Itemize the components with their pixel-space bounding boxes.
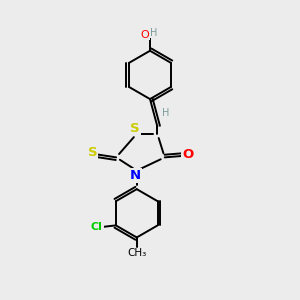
Text: H: H	[162, 108, 169, 118]
Text: S: S	[88, 146, 98, 159]
Text: H: H	[150, 28, 158, 38]
Text: N: N	[130, 169, 141, 182]
Text: O: O	[182, 148, 194, 161]
Text: S: S	[130, 122, 140, 135]
Text: Cl: Cl	[91, 222, 103, 232]
Text: CH₃: CH₃	[127, 248, 146, 258]
Text: O: O	[141, 30, 149, 40]
